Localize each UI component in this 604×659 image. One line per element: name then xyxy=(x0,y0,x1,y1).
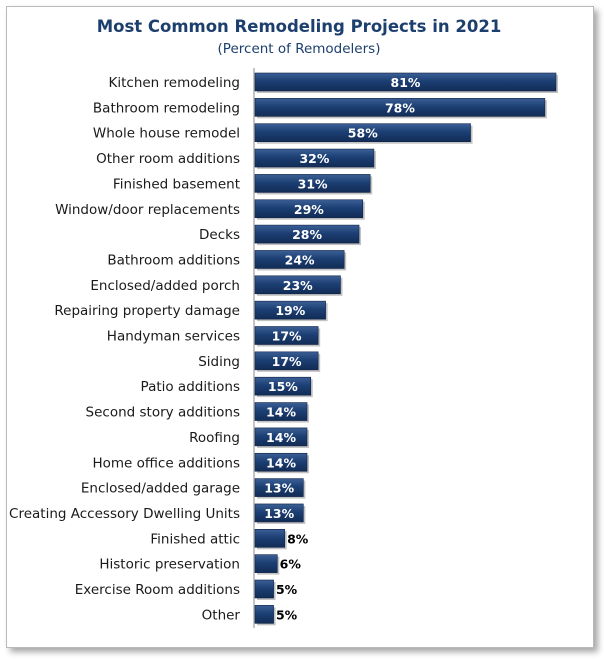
data-label: 13% xyxy=(264,506,294,521)
data-label: 8% xyxy=(287,531,309,546)
bar xyxy=(254,478,304,497)
bar xyxy=(254,300,326,320)
data-label: 23% xyxy=(283,278,313,293)
category-label: Historic preservation xyxy=(99,557,240,573)
bar xyxy=(254,224,360,244)
bar xyxy=(254,351,319,371)
bar xyxy=(254,199,364,219)
bar xyxy=(254,528,286,548)
data-label: 28% xyxy=(292,227,322,242)
category-label: Second story additions xyxy=(86,405,240,421)
category-label: Finished basement xyxy=(113,176,240,192)
data-label: 15% xyxy=(268,379,298,394)
data-label: 14% xyxy=(266,455,296,470)
category-label: Other xyxy=(202,607,241,623)
data-label: 81% xyxy=(391,75,421,90)
data-label: 5% xyxy=(276,607,298,622)
bar xyxy=(254,72,557,92)
category-label: Bathroom remodeling xyxy=(93,100,240,116)
data-label: 29% xyxy=(294,202,324,217)
data-label: 14% xyxy=(266,430,296,445)
category-label: Decks xyxy=(199,227,240,243)
category-label: Other room additions xyxy=(96,151,240,167)
data-label: 5% xyxy=(276,582,298,597)
data-label: 19% xyxy=(275,303,305,318)
data-label: 78% xyxy=(385,100,415,115)
category-label: Home office additions xyxy=(92,455,240,471)
bar xyxy=(254,605,274,624)
bar xyxy=(254,554,278,573)
bar xyxy=(254,123,471,142)
category-label: Creating Accessory Dwelling Units xyxy=(9,506,240,522)
data-label: 17% xyxy=(272,354,302,369)
bar xyxy=(254,402,308,421)
category-label: Repairing property damage xyxy=(54,303,240,319)
category-label: Patio additions xyxy=(141,379,240,395)
category-label: Exercise Room additions xyxy=(75,582,240,598)
chart-title: Most Common Remodeling Projects in 2021 xyxy=(96,17,502,36)
category-label: Whole house remodel xyxy=(93,126,240,142)
category-label: Siding xyxy=(198,354,240,370)
category-label: Finished attic xyxy=(150,531,240,547)
bar xyxy=(254,376,312,396)
chart-subtitle: (Percent of Remodelers) xyxy=(217,41,381,57)
category-label: Enclosed/added porch xyxy=(90,278,240,294)
bar xyxy=(254,250,345,269)
data-label: 31% xyxy=(298,176,328,191)
category-label: Bathroom additions xyxy=(107,252,240,268)
data-label: 6% xyxy=(280,557,302,572)
category-label: Roofing xyxy=(189,430,240,446)
data-label: 14% xyxy=(266,405,296,420)
data-label: 13% xyxy=(264,481,294,496)
data-label: 32% xyxy=(299,151,329,166)
data-label: 17% xyxy=(272,329,302,344)
category-label: Kitchen remodeling xyxy=(109,75,241,91)
category-label: Window/door replacements xyxy=(55,202,240,218)
bar xyxy=(254,452,308,472)
data-label: 24% xyxy=(285,252,315,267)
bar xyxy=(254,326,319,345)
category-label: Handyman services xyxy=(107,329,240,345)
category-label: Enclosed/added garage xyxy=(81,481,240,497)
bar xyxy=(254,148,375,168)
bar xyxy=(254,174,371,193)
bar xyxy=(254,98,546,117)
bar xyxy=(254,579,274,599)
bar xyxy=(254,503,304,523)
bar xyxy=(254,427,308,447)
bar xyxy=(254,275,341,295)
data-label: 58% xyxy=(348,126,378,141)
